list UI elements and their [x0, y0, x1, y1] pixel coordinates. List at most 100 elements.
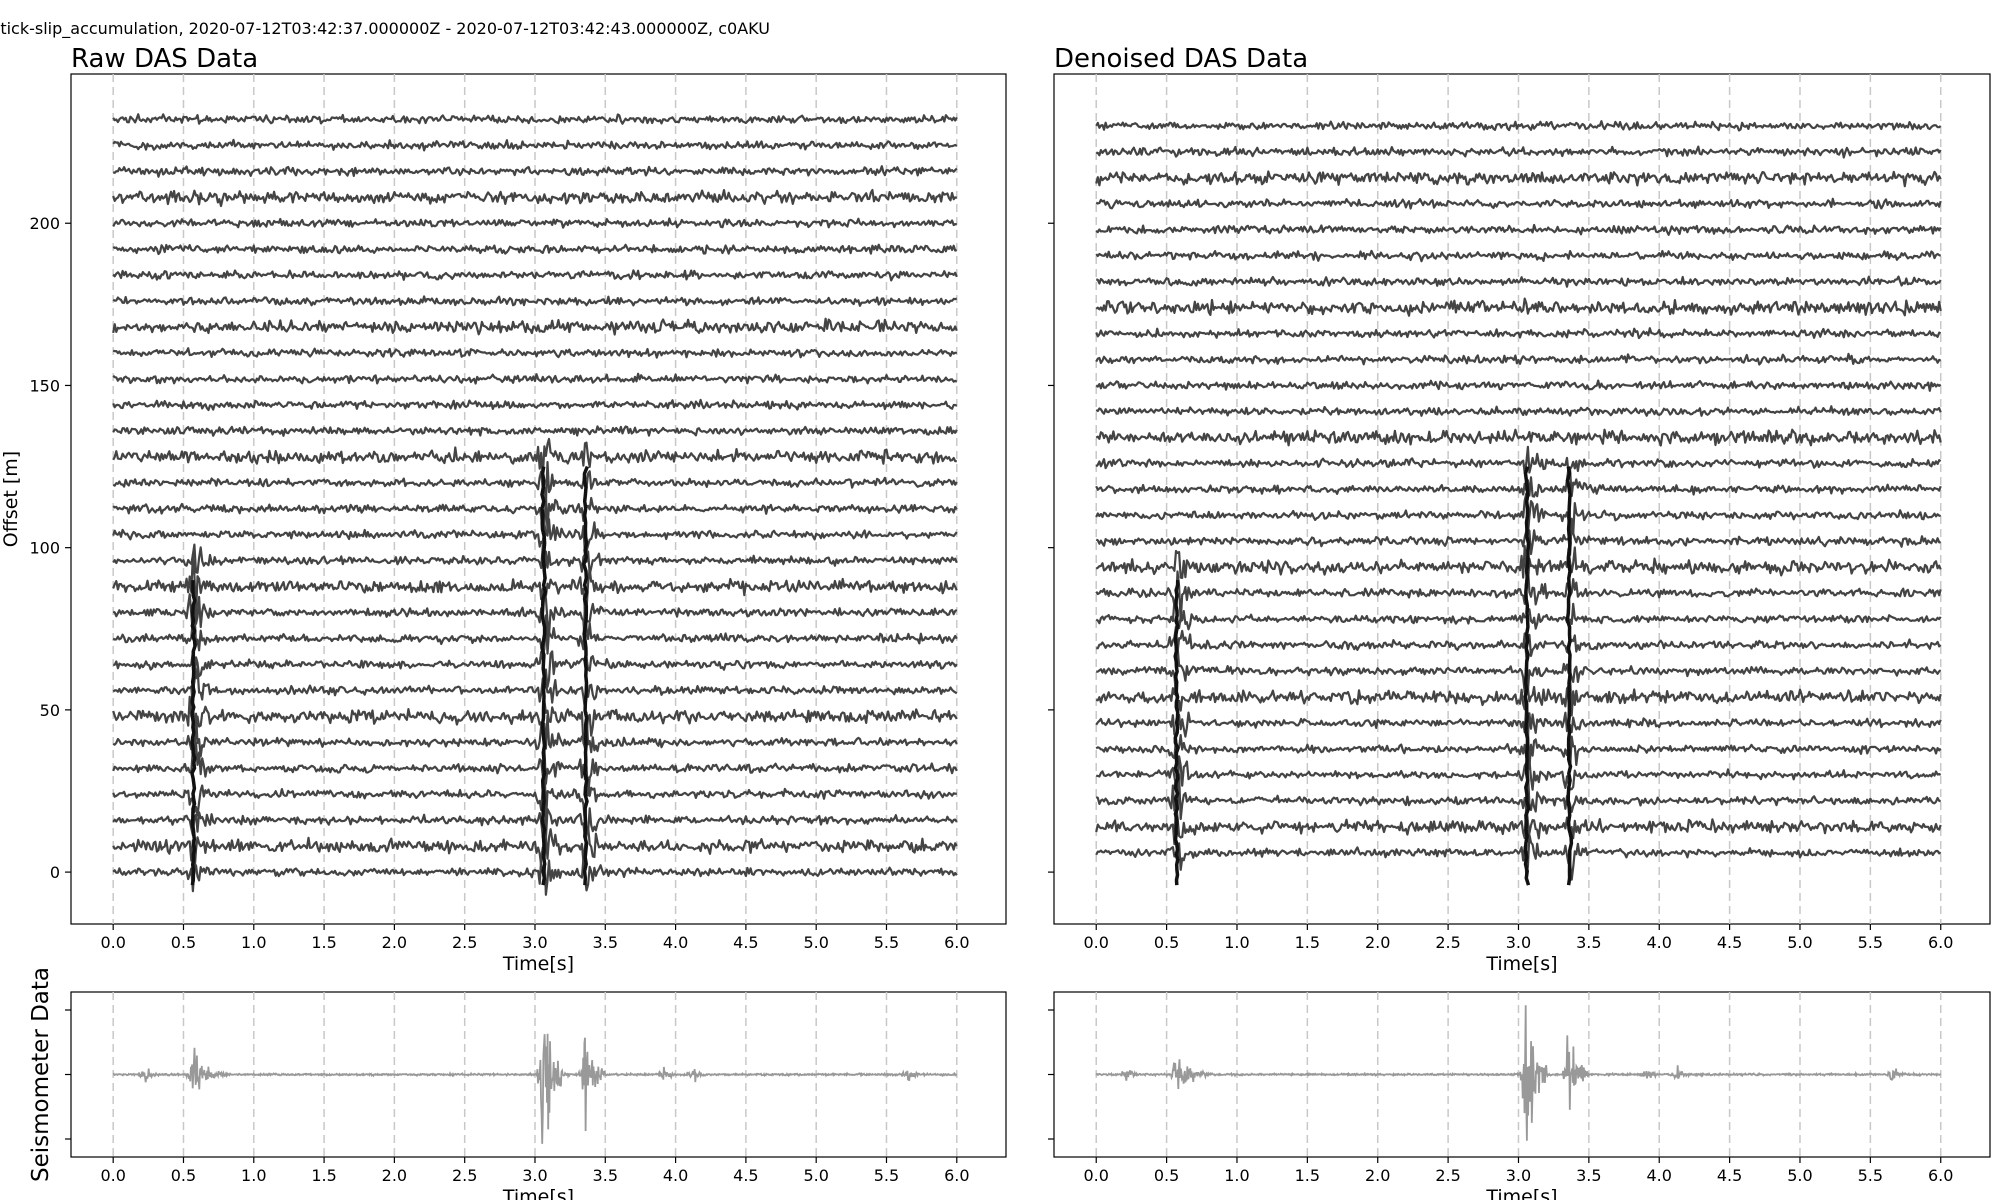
- das-trace: [1095, 197, 1942, 210]
- das-trace: [1095, 600, 1942, 631]
- x-tick-label: 0.5: [171, 1166, 196, 1185]
- das-trace: [1095, 544, 1942, 586]
- das-trace: [112, 437, 957, 478]
- das-trace: [1095, 492, 1942, 536]
- das-trace: [1096, 644, 1942, 697]
- das-trace: [112, 295, 958, 307]
- x-tick-label: 1.0: [1224, 933, 1249, 952]
- das-trace: [1095, 564, 1942, 623]
- x-tick-label: 1.5: [1295, 1166, 1320, 1185]
- x-tick-label: 4.5: [733, 1166, 758, 1185]
- das-trace: [1095, 297, 1942, 317]
- plot-frame: [70, 73, 1007, 925]
- x-axis-label: Time[s]: [502, 1186, 574, 1200]
- x-tick-label: 4.0: [663, 933, 688, 952]
- das-trace: [1095, 120, 1942, 132]
- das-trace: [112, 846, 958, 896]
- das-trace: [112, 754, 958, 824]
- das-trace: [1095, 405, 1942, 417]
- das-trace: [1095, 249, 1942, 263]
- das-trace: [1096, 625, 1942, 659]
- das-trace: [112, 425, 958, 437]
- das-trace: [112, 138, 958, 152]
- das-trace: [1095, 327, 1942, 340]
- event-arrival: [1523, 466, 1531, 886]
- x-tick-label: 3.0: [1506, 1166, 1531, 1185]
- das-trace: [1095, 658, 1942, 720]
- x-tick-label: 2.0: [1365, 933, 1390, 952]
- das-trace: [1095, 445, 1942, 475]
- seismometer-chart-left: 0.0 0.5 1.0 1.5 2.0 2.5 3.0 3.5 4.0 4.5 5.0 5.5 6.0 T…: [28, 967, 1007, 1200]
- das-trace: [1095, 223, 1942, 236]
- x-tick-label: 0.5: [1154, 1166, 1179, 1185]
- das-trace: [1095, 703, 1942, 738]
- das-trace: [1095, 770, 1941, 821]
- x-tick-label: 2.0: [382, 1166, 407, 1185]
- x-tick-label: 4.0: [663, 1166, 688, 1185]
- chart-title: Raw DAS Data: [71, 44, 258, 74]
- das-trace: [112, 553, 958, 617]
- das-trace: [112, 165, 958, 178]
- x-tick-label: 1.0: [1224, 1166, 1249, 1185]
- event-arrival: [1565, 466, 1574, 886]
- das-trace: [1095, 275, 1942, 288]
- y-tick-label: 0: [50, 863, 60, 882]
- das-trace: [112, 243, 958, 256]
- x-tick-label: 1.5: [311, 1166, 336, 1185]
- x-tick-label: 1.0: [241, 933, 266, 952]
- das-trace: [112, 518, 958, 556]
- das-trace: [112, 590, 958, 648]
- x-tick-label: 0.5: [171, 933, 196, 952]
- x-tick-label: 2.5: [1435, 933, 1460, 952]
- das-trace: [1095, 833, 1942, 881]
- x-tick-label: 5.0: [1787, 1166, 1812, 1185]
- das-trace: [112, 807, 958, 841]
- x-axis-label: Time[s]: [502, 953, 574, 975]
- seismometer-chart-right: 0.0 0.5 1.0 1.5 2.0 2.5 3.0 3.5 4.0 4.5 5.0 5.5 6.0 T…: [1048, 991, 1991, 1200]
- x-tick-label: 0.0: [1083, 933, 1108, 952]
- raw-das-chart: 0 50 100 150 200 0.0 0.5 1.0 1.5 2.0 2.5 3.0 3.5 4.0 4…: [0, 44, 1007, 975]
- das-trace: [1095, 727, 1942, 772]
- plot-frame: [1053, 73, 1991, 925]
- x-tick-label: 4.0: [1647, 933, 1672, 952]
- das-trace: [112, 461, 958, 503]
- x-tick-label: 4.5: [1717, 933, 1742, 952]
- event-arrival: [190, 580, 197, 886]
- das-trace: [112, 269, 958, 282]
- y-tick-label: 50: [40, 701, 60, 720]
- y-axis-label: Offset [m]: [0, 451, 22, 547]
- seismometer-trace: [1095, 1005, 1942, 1141]
- x-tick-label: 2.5: [452, 933, 477, 952]
- x-tick-label: 0.0: [100, 1166, 125, 1185]
- x-tick-label: 1.5: [311, 933, 336, 952]
- x-tick-label: 3.5: [1576, 1166, 1601, 1185]
- event-arrival: [540, 466, 548, 886]
- das-trace: [112, 317, 958, 336]
- x-tick-label: 2.5: [452, 1166, 477, 1185]
- y-axis-label: Seismometer Data: [28, 967, 54, 1182]
- x-tick-label: 4.0: [1647, 1166, 1672, 1185]
- x-tick-label: 4.5: [1717, 1166, 1742, 1185]
- x-tick-label: 5.5: [874, 1166, 899, 1185]
- x-tick-label: 3.0: [1506, 933, 1531, 952]
- x-tick-label: 1.5: [1295, 933, 1320, 952]
- das-trace: [112, 372, 958, 385]
- y-tick-label: 200: [29, 214, 60, 233]
- x-tick-label: 6.0: [944, 1166, 969, 1185]
- x-tick-label: 3.5: [1576, 933, 1601, 952]
- das-trace: [112, 188, 958, 208]
- y-tick-label: 100: [29, 539, 60, 558]
- das-trace: [1095, 170, 1942, 188]
- x-tick-label: 5.5: [1858, 1166, 1883, 1185]
- x-axis-label: Time[s]: [1485, 1186, 1557, 1200]
- x-tick-label: 3.0: [522, 1166, 547, 1185]
- x-tick-label: 0.0: [1083, 1166, 1108, 1185]
- das-trace: [112, 347, 958, 359]
- x-tick-label: 3.0: [522, 933, 547, 952]
- x-tick-label: 0.0: [100, 933, 125, 952]
- x-tick-label: 4.5: [733, 933, 758, 952]
- das-trace: [1095, 352, 1942, 366]
- das-trace: [1095, 519, 1941, 556]
- x-tick-label: 3.5: [593, 933, 618, 952]
